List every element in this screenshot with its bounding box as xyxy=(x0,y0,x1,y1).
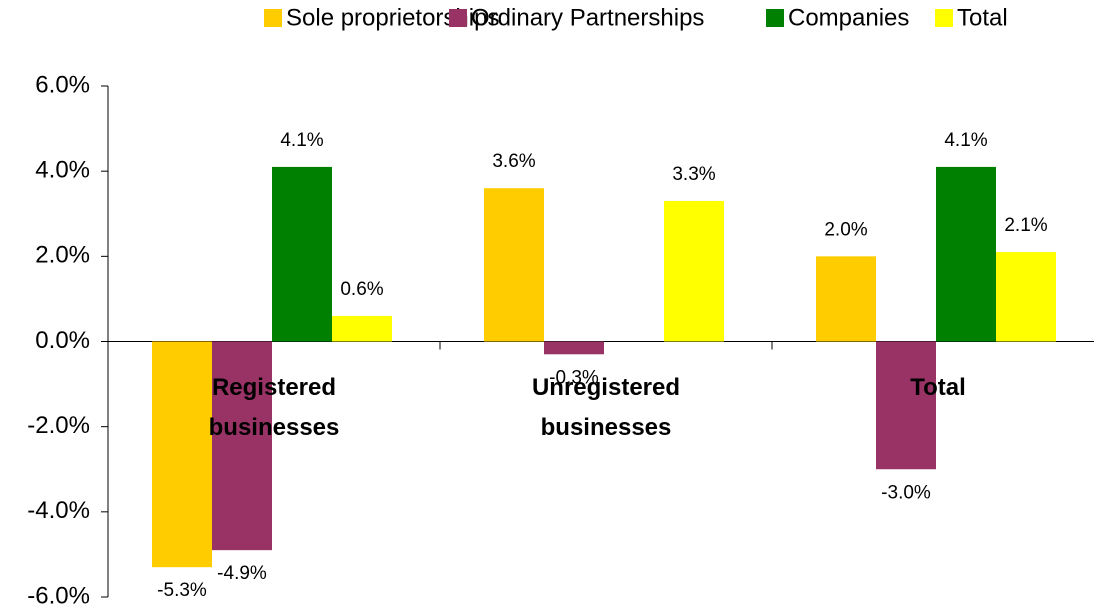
bar xyxy=(212,341,272,551)
value-label: 4.1% xyxy=(280,130,323,151)
bar xyxy=(816,256,876,342)
category-label: Unregistered businesses xyxy=(531,373,681,441)
legend-swatch xyxy=(935,9,953,27)
y-tick-label: 2.0% xyxy=(35,242,90,269)
value-label: 4.1% xyxy=(944,130,987,151)
value-label: 2.1% xyxy=(1004,215,1047,236)
bar xyxy=(936,166,996,342)
legend-label: Ordinary Partnerships xyxy=(471,4,704,31)
bar xyxy=(664,200,724,342)
y-tick-label: 4.0% xyxy=(35,157,90,184)
value-label: 2.0% xyxy=(824,219,867,240)
y-tick-label: 0.0% xyxy=(35,327,90,354)
bar xyxy=(544,341,604,355)
value-label: 0.6% xyxy=(340,279,383,300)
bar xyxy=(484,188,544,342)
legend-label: Sole proprietorships xyxy=(286,4,499,31)
legend-swatch xyxy=(766,9,784,27)
category-label: Registered businesses xyxy=(208,373,340,441)
value-label: -0.3% xyxy=(549,367,599,388)
y-tick-label: 6.0% xyxy=(35,71,90,98)
bar xyxy=(876,341,936,470)
legend-label: Total xyxy=(957,4,1008,31)
bar xyxy=(332,315,392,342)
category-label: Total xyxy=(910,373,966,401)
bar xyxy=(152,341,212,568)
legend-label: Companies xyxy=(788,4,909,31)
bar xyxy=(996,252,1056,342)
legend-swatch xyxy=(264,9,282,27)
value-label: 3.6% xyxy=(492,151,535,172)
value-label: -5.3% xyxy=(157,580,207,601)
value-label: 3.3% xyxy=(672,164,715,185)
y-tick-label: -6.0% xyxy=(27,582,90,606)
legend-swatch xyxy=(449,9,467,27)
bar xyxy=(272,166,332,342)
y-tick-label: -4.0% xyxy=(27,497,90,524)
value-label: -3.0% xyxy=(881,482,931,503)
value-label: -4.9% xyxy=(217,563,267,584)
y-tick-label: -2.0% xyxy=(27,412,90,439)
